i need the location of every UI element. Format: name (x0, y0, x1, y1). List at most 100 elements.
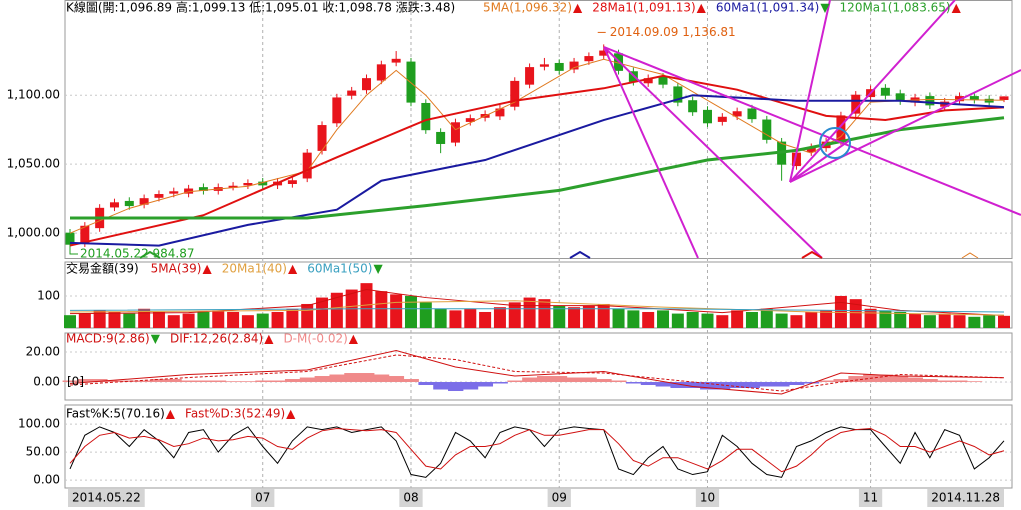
trend-line (789, 139, 851, 183)
volume-bar (612, 308, 625, 328)
legend-label: 20Ma1(40) (222, 262, 287, 276)
macd-histogram-bar (714, 382, 731, 390)
candle-body (658, 76, 668, 85)
candle-body (762, 119, 772, 140)
candle-body (702, 109, 712, 124)
macd-histogram-bar (284, 379, 301, 383)
legend-label: D-M(-0.02) (283, 332, 347, 346)
legend-trend: ▲ (573, 1, 583, 15)
candle-body (732, 111, 742, 117)
volume-bar (212, 310, 225, 328)
volume-bar (923, 315, 936, 328)
macd-histogram-bar (759, 382, 775, 387)
macd-histogram-bar (151, 379, 167, 383)
candle-body (569, 61, 579, 70)
macd-histogram-bar (907, 377, 923, 383)
annotation-tick (69, 248, 78, 255)
legend-label: MACD:9(2.86) (66, 332, 150, 346)
volume-bar (449, 310, 462, 328)
candle-body (747, 108, 757, 120)
macd-histogram-bar (937, 380, 953, 383)
macd-histogram-bar (314, 376, 330, 383)
legend-label: 60Ma1(50) (307, 262, 372, 276)
series-line (69, 354, 1005, 392)
candle-body (80, 225, 90, 244)
volume-bar (360, 283, 373, 328)
annotation: 2014.09.09 1,136.81 (610, 25, 736, 39)
volume-bar (330, 292, 343, 328)
volume-bar (375, 291, 388, 328)
legend-trend: ▼ (373, 262, 383, 276)
legend-trend: ▲ (697, 1, 707, 15)
x-tick-label: 10 (700, 491, 715, 505)
series-line (70, 116, 1005, 220)
candle-body (169, 191, 179, 194)
candle-body (421, 102, 431, 131)
candle-body (895, 93, 905, 102)
macd-histogram-bar (892, 376, 909, 383)
series-line (69, 94, 1005, 247)
candle-body (925, 96, 935, 106)
candle-body (688, 100, 698, 113)
y-tick-label: 50.00 (26, 445, 60, 459)
candle-body (510, 80, 520, 107)
macd-histogram-bar (359, 373, 375, 383)
x-tick-box (68, 489, 145, 507)
volume-bar (790, 315, 803, 328)
macd-histogram-bar (210, 380, 227, 383)
volume-bar (316, 297, 329, 328)
candle-body (347, 90, 357, 96)
volume-bar (479, 311, 492, 328)
macd-histogram-bar (833, 379, 849, 383)
trend-line (603, 46, 1021, 216)
volume-bar (642, 311, 655, 328)
macd-histogram-bar (966, 381, 983, 383)
legend-label: 28Ma1(1,091.13) (592, 1, 695, 15)
volume-bar (597, 303, 610, 328)
macd-histogram-bar (62, 380, 78, 383)
macd-histogram-bar (848, 376, 864, 383)
x-tick-box (695, 489, 720, 507)
x-tick-box (399, 489, 423, 507)
macd-histogram-bar (462, 382, 479, 390)
series-line (69, 308, 1005, 313)
series-line (69, 74, 1005, 247)
signal-marker (139, 250, 161, 259)
volume-bar (775, 313, 788, 328)
candle-body (243, 182, 253, 186)
macd-histogram-bar (803, 382, 820, 384)
volume-bar (108, 311, 121, 328)
volume-bar (241, 315, 254, 328)
volume-bar (805, 311, 818, 328)
candle-body (969, 96, 979, 100)
candle-body (332, 97, 342, 124)
volume-bar (627, 310, 640, 328)
volume-bar (78, 313, 91, 328)
macd-histogram-bar (136, 380, 153, 383)
trend-drawings (139, 0, 1021, 259)
macd-histogram-bar (329, 374, 345, 383)
volume-bar (745, 311, 758, 328)
candle-body (673, 86, 683, 103)
candle-body (880, 87, 890, 96)
macd-histogram-bar (551, 376, 568, 383)
macd-histogram-bar (344, 373, 360, 383)
legend-label: Fast%K:5(70.16) (66, 407, 165, 421)
candle-body (436, 131, 446, 144)
volume-bar (301, 303, 314, 328)
candle-body (525, 67, 535, 85)
price-panel (64, 0, 1013, 259)
macd-histogram-bar (922, 379, 938, 383)
y-tick-label: 100.00 (18, 417, 60, 431)
y-tick-label: 1,000.00 (7, 226, 60, 240)
macd-histogram-bar (952, 380, 968, 383)
x-tick-box (547, 489, 571, 507)
volume-bar (760, 308, 773, 328)
panel-title: K線圖(開:1,096.89 高:1,099.13 低:1,095.01 收:1… (66, 0, 455, 15)
y-tick-label: 0.00 (33, 473, 60, 487)
signal-marker (569, 250, 591, 259)
volume-bar (271, 311, 284, 328)
macd-histogram-bar (448, 382, 464, 392)
series-line (69, 350, 1005, 395)
macd-histogram-bar (121, 380, 138, 383)
